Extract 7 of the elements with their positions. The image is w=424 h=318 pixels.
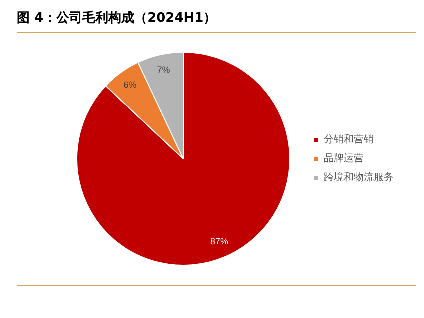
data-label: 87% xyxy=(210,236,228,247)
legend-label: 跨境和物流服务 xyxy=(324,172,394,184)
data-label: 7% xyxy=(157,65,170,76)
legend-label: 分销和营销 xyxy=(324,134,374,146)
data-label: 6% xyxy=(124,80,137,90)
chart-title: 图 4：公司毛利构成（2024H1） xyxy=(17,10,217,27)
legend-label: 品牌运营 xyxy=(324,152,364,165)
